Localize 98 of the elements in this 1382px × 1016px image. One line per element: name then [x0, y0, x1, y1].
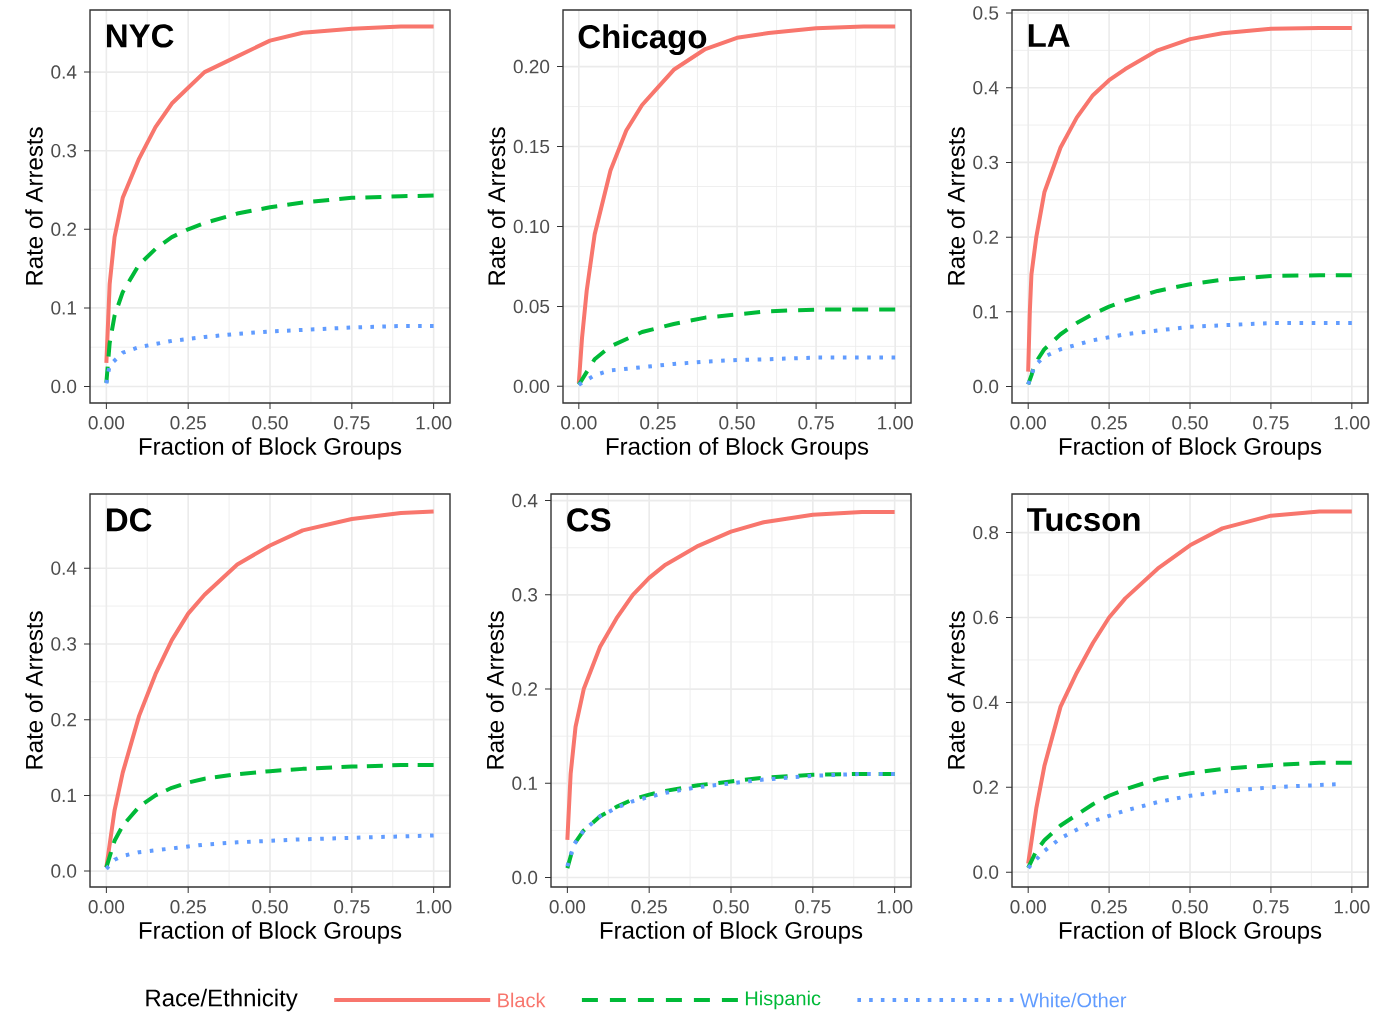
x-tick-label: 0.75 — [1253, 900, 1289, 914]
x-axis-title: Fraction of Block Groups — [139, 921, 402, 944]
line-series — [576, 24, 898, 386]
y-axis-title: Rate of Arrests — [486, 611, 504, 769]
y-tick-label: 0.20 — [513, 59, 550, 74]
x-tick-label: 0.00 — [561, 416, 597, 430]
y-axis-title: Rate of Arrests — [25, 611, 43, 769]
x-tick-label: 0.00 — [1010, 416, 1046, 430]
x-tick-label: 0.75 — [795, 900, 831, 914]
x-tick-label: 1.00 — [1334, 900, 1370, 914]
x-tick-label: 0.25 — [640, 416, 676, 430]
y-tick-label: 0.0 — [51, 864, 77, 878]
x-axis-title: Fraction of Block Groups — [139, 437, 402, 460]
y-axis-title: Rate of Arrests — [947, 127, 965, 285]
line-series — [104, 509, 436, 870]
y-tick-label: 0.10 — [513, 219, 550, 234]
y-tick-label: 0.5 — [973, 6, 999, 20]
y-tick-label: 0.8 — [973, 525, 999, 540]
line-series — [104, 833, 436, 871]
y-tick-label: 0.0 — [973, 379, 999, 394]
y-tick-label: 0.2 — [51, 222, 76, 237]
y-tick-label: 0.15 — [513, 139, 550, 154]
x-axis-title: Fraction of Block Groups — [1059, 921, 1322, 944]
x-axis-title: Fraction of Block Groups — [606, 437, 869, 460]
y-tick-label: 0.3 — [973, 155, 999, 170]
y-axis-title: Rate of Arrests — [947, 611, 965, 769]
line-series — [565, 509, 897, 842]
y-tick-label: 0.3 — [512, 588, 538, 602]
y-tick-label: 0.4 — [51, 65, 77, 79]
x-tick-label: 0.00 — [88, 900, 125, 914]
legend-title: Race/Ethnicity — [146, 988, 298, 1012]
line-series — [104, 24, 436, 365]
x-tick-label: 0.50 — [252, 900, 288, 914]
x-tick-label: 0.25 — [1091, 900, 1127, 914]
chart-title: NYC — [107, 24, 174, 48]
line-series — [576, 307, 898, 387]
y-tick-label: 0.2 — [51, 712, 76, 727]
x-tick-label: 1.00 — [416, 900, 452, 914]
x-tick-label: 1.00 — [1334, 416, 1370, 430]
line-series — [1026, 760, 1354, 870]
x-tick-label: 0.75 — [334, 900, 370, 914]
y-tick-label: 0.4 — [973, 80, 999, 95]
text: Hispanic — [745, 990, 821, 1010]
line-series — [104, 323, 436, 386]
chart-title: LA — [1028, 24, 1070, 47]
x-tick-label: 0.50 — [1172, 900, 1208, 914]
x-tick-label: 0.00 — [549, 900, 586, 914]
y-tick-label: 0.3 — [51, 637, 77, 651]
line-series — [576, 355, 898, 387]
y-tick-label: 0.1 — [51, 788, 76, 803]
y-tick-label: 0.0 — [51, 379, 77, 394]
y-tick-label: 0.1 — [512, 776, 537, 791]
line-series — [1026, 25, 1354, 374]
chart-title: Chicago — [578, 24, 707, 56]
x-tick-label: 0.25 — [631, 900, 667, 914]
y-tick-label: 0.05 — [513, 299, 550, 314]
x-tick-label: 1.00 — [416, 416, 452, 430]
y-axis-title: Rate of Arrests — [25, 127, 43, 285]
x-tick-label: 0.00 — [1010, 900, 1046, 914]
line-series — [1026, 321, 1354, 387]
x-tick-label: 0.25 — [170, 900, 206, 914]
y-tick-label: 0.2 — [973, 780, 998, 794]
y-tick-label: 0.2 — [512, 682, 537, 696]
x-tick-label: 0.50 — [1172, 416, 1208, 430]
y-axis-title: Rate of Arrests — [487, 127, 506, 285]
text: White/Other — [1019, 992, 1127, 1008]
x-tick-label: 1.00 — [878, 416, 913, 430]
y-tick-label: 0.0 — [973, 865, 999, 879]
y-tick-label: 0.4 — [51, 561, 77, 575]
x-tick-label: 0.75 — [334, 416, 370, 430]
chart-title: CS — [567, 508, 611, 532]
x-tick-label: 0.75 — [798, 416, 834, 430]
x-tick-label: 1.00 — [877, 900, 913, 914]
x-tick-label: 0.25 — [1091, 416, 1127, 430]
x-tick-label: 0.75 — [1253, 416, 1289, 430]
x-tick-label: 0.50 — [719, 416, 755, 430]
chart-title: Tucson — [1027, 508, 1140, 532]
y-tick-label: 0.4 — [973, 695, 999, 710]
x-tick-label: 0.50 — [252, 416, 288, 430]
x-axis-title: Fraction of Block Groups — [600, 921, 863, 944]
y-tick-label: 0.0 — [512, 870, 538, 885]
line-series — [1026, 782, 1338, 870]
y-tick-label: 0.1 — [973, 305, 998, 319]
y-tick-label: 0.3 — [51, 143, 77, 158]
line-series — [104, 763, 436, 870]
y-tick-label: 0.4 — [512, 493, 538, 508]
text: Black — [498, 992, 546, 1008]
y-tick-label: 0.2 — [973, 230, 998, 244]
y-tick-label: 0.00 — [513, 379, 550, 394]
x-tick-label: 0.50 — [713, 900, 749, 914]
y-tick-label: 0.6 — [973, 610, 999, 625]
x-tick-label: 0.00 — [88, 416, 125, 430]
chart-title: DC — [107, 508, 152, 532]
x-tick-label: 0.25 — [170, 416, 206, 430]
line-series — [104, 193, 436, 385]
y-tick-label: 0.1 — [51, 301, 76, 315]
line-series — [1026, 509, 1354, 866]
x-axis-title: Fraction of Block Groups — [1059, 437, 1322, 460]
